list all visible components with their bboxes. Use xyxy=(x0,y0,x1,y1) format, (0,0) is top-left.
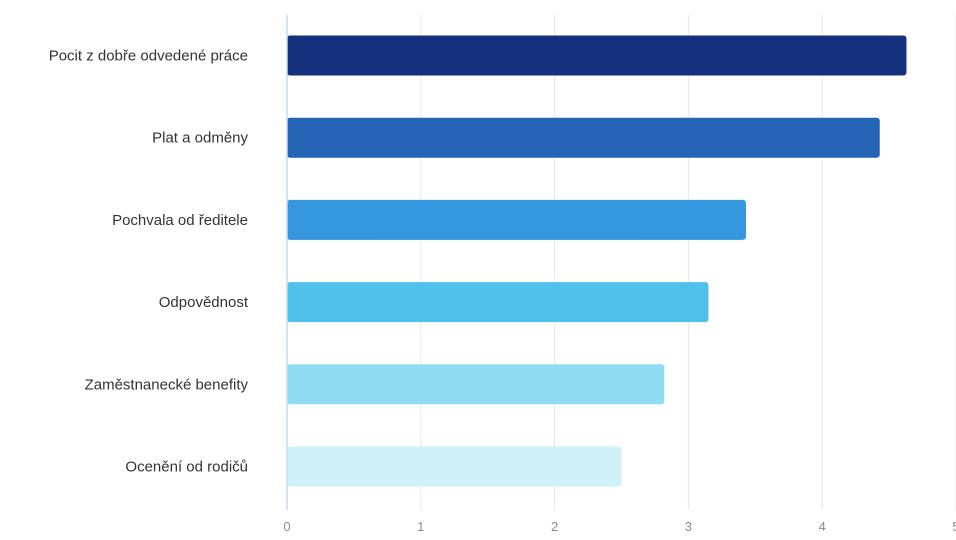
category-labels: Pocit z dobře odvedené práce Plat a odměn… xyxy=(49,48,249,476)
category-label-5: Zaměstnanecké benefity xyxy=(85,376,249,393)
bar-3 xyxy=(287,199,746,240)
bars xyxy=(287,35,907,487)
x-tick-label-0: 0 xyxy=(283,519,290,534)
category-label-2: Plat a odměny xyxy=(152,130,248,147)
category-label-6: Ocenění od rodičů xyxy=(125,459,248,476)
x-tick-label-5: 5 xyxy=(952,519,956,534)
x-tick-label-4: 4 xyxy=(819,519,826,534)
bar-2 xyxy=(287,117,880,158)
bar-6 xyxy=(287,446,622,487)
x-tick-label-2: 2 xyxy=(551,519,558,534)
category-label-1: Pocit z dobře odvedené práce xyxy=(49,48,248,65)
bar-4 xyxy=(287,282,709,323)
x-tick-label-3: 3 xyxy=(685,519,692,534)
category-label-4: Odpovědnost xyxy=(159,294,249,311)
grid-lines xyxy=(420,15,956,510)
bar-5 xyxy=(287,364,665,405)
x-tick-label-1: 1 xyxy=(417,519,424,534)
tick-labels: 0 1 2 3 4 5 xyxy=(283,519,956,534)
category-label-3: Pochvala od ředitele xyxy=(112,212,248,229)
bar-1 xyxy=(287,35,907,76)
